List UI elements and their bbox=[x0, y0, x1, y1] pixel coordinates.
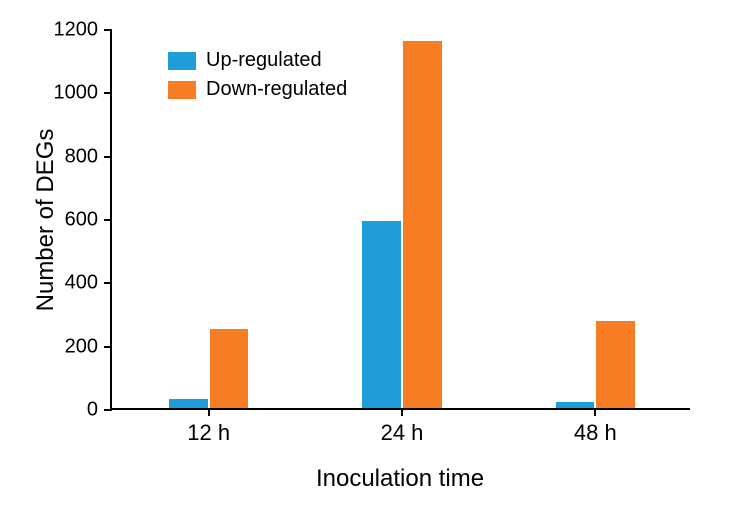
legend-label: Down-regulated bbox=[206, 78, 347, 101]
y-tick-label: 200 bbox=[65, 335, 98, 358]
y-tick-label: 400 bbox=[65, 272, 98, 295]
x-axis-label: Inoculation time bbox=[316, 465, 484, 493]
legend: Up-regulated Down-regulated bbox=[168, 49, 347, 107]
bar-down-regulated bbox=[210, 329, 249, 408]
bar-up-regulated bbox=[169, 399, 208, 409]
legend-item: Up-regulated bbox=[168, 49, 347, 72]
bar-down-regulated bbox=[403, 41, 442, 408]
legend-item: Down-regulated bbox=[168, 78, 347, 101]
bar-down-regulated bbox=[596, 321, 635, 408]
x-tick-label: 24 h bbox=[381, 420, 424, 446]
y-tick bbox=[104, 282, 112, 284]
x-tick bbox=[401, 408, 403, 416]
y-tick bbox=[104, 346, 112, 348]
x-tick-label: 12 h bbox=[187, 420, 230, 446]
legend-label: Up-regulated bbox=[206, 49, 322, 72]
y-tick bbox=[104, 156, 112, 158]
x-tick bbox=[208, 408, 210, 416]
bar-up-regulated bbox=[556, 402, 595, 408]
deg-bar-chart: 0 200 400 600 800 1000 1200 12 h 24 h 48 h Number… bbox=[0, 0, 742, 519]
y-tick-label: 800 bbox=[65, 145, 98, 168]
y-tick bbox=[104, 92, 112, 94]
x-tick bbox=[594, 408, 596, 416]
y-tick-label: 1000 bbox=[54, 82, 99, 105]
x-tick-label: 48 h bbox=[574, 420, 617, 446]
legend-swatch bbox=[168, 81, 196, 99]
y-tick-label: 600 bbox=[65, 209, 98, 232]
y-tick bbox=[104, 219, 112, 221]
y-tick-label: 0 bbox=[87, 399, 98, 422]
y-tick bbox=[104, 29, 112, 31]
y-tick bbox=[104, 409, 112, 411]
bar-up-regulated bbox=[362, 221, 401, 408]
y-axis-label: Number of DEGs bbox=[32, 129, 60, 312]
y-tick-label: 1200 bbox=[54, 19, 99, 42]
legend-swatch bbox=[168, 52, 196, 70]
